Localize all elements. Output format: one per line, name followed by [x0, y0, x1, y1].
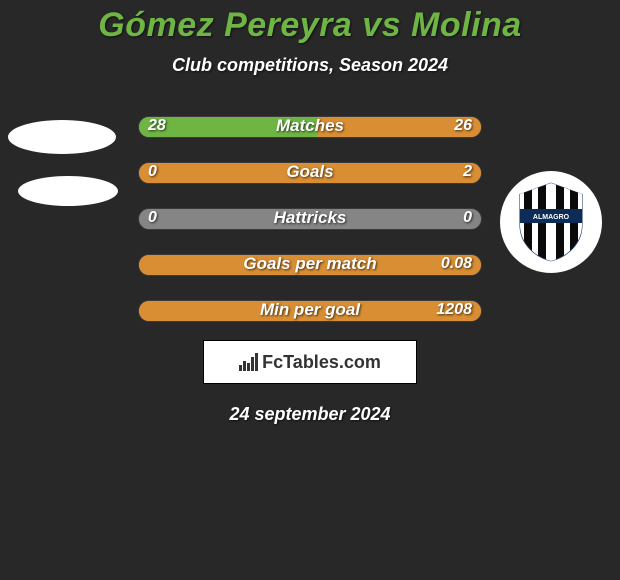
- shield-icon: ALMAGRO: [514, 179, 588, 265]
- stat-row: Hattricks 0 0: [138, 202, 482, 234]
- team-badge-almagro: ALMAGRO: [500, 171, 602, 273]
- stat-row: Min per goal 1208: [138, 294, 482, 326]
- subtitle: Club competitions, Season 2024: [0, 55, 620, 76]
- stat-value-right: 1208: [436, 301, 472, 319]
- stat-value-left: 0: [148, 209, 157, 227]
- stat-label: Hattricks: [274, 208, 347, 228]
- stat-value-right: 0.08: [441, 255, 472, 273]
- stat-value-left: 0: [148, 163, 157, 181]
- stat-value-left: 28: [148, 117, 166, 135]
- page-title: Gómez Pereyra vs Molina: [0, 6, 620, 45]
- svg-text:ALMAGRO: ALMAGRO: [533, 214, 570, 221]
- date-label: 24 september 2024: [0, 404, 620, 425]
- stat-label: Goals per match: [243, 254, 376, 274]
- stat-row: Goals 0 2: [138, 156, 482, 188]
- fctables-logo[interactable]: FcTables.com: [203, 340, 417, 384]
- stat-row: Matches 28 26: [138, 110, 482, 142]
- logo-text: FcTables.com: [262, 352, 381, 373]
- stat-label: Goals: [286, 162, 333, 182]
- stat-value-right: 2: [463, 163, 472, 181]
- bar-chart-icon: [239, 353, 258, 371]
- stat-label: Min per goal: [260, 300, 360, 320]
- decor-ellipse-1: [8, 120, 116, 154]
- stat-row: Goals per match 0.08: [138, 248, 482, 280]
- stat-value-right: 0: [463, 209, 472, 227]
- decor-ellipse-2: [18, 176, 118, 206]
- stat-label: Matches: [276, 116, 344, 136]
- stat-value-right: 26: [454, 117, 472, 135]
